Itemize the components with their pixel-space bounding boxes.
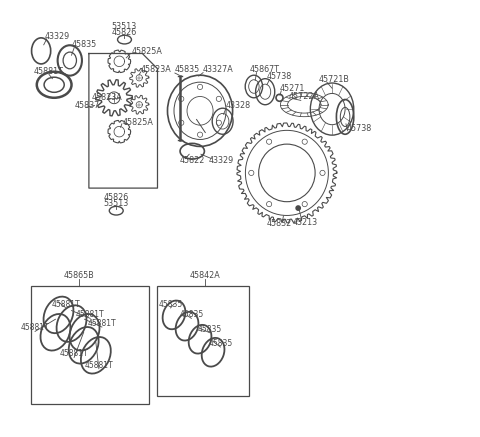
Text: 45721B: 45721B <box>318 75 349 84</box>
Text: 53513: 53513 <box>112 22 137 31</box>
Text: 45825A: 45825A <box>132 47 162 56</box>
Text: 43327A: 43327A <box>203 66 234 74</box>
Text: 45832: 45832 <box>266 219 292 228</box>
Text: 45881T: 45881T <box>34 67 64 76</box>
Text: 45837: 45837 <box>74 101 99 110</box>
Text: 45738: 45738 <box>347 124 372 133</box>
Text: 45842A: 45842A <box>190 271 221 280</box>
Text: 45822: 45822 <box>179 156 204 165</box>
Text: 45738: 45738 <box>267 73 292 81</box>
Text: 45881T: 45881T <box>51 299 80 309</box>
Text: 43329: 43329 <box>45 31 70 41</box>
Text: 45271: 45271 <box>280 84 305 93</box>
Text: 45835: 45835 <box>208 339 233 348</box>
Text: 45826: 45826 <box>104 193 129 202</box>
Text: 43329: 43329 <box>209 156 234 165</box>
Bar <box>157 286 249 395</box>
Text: 45722A: 45722A <box>288 91 320 101</box>
Text: 45881T: 45881T <box>60 350 88 358</box>
Text: 45881T: 45881T <box>76 310 105 319</box>
Bar <box>31 286 149 404</box>
Text: 45835: 45835 <box>179 310 204 319</box>
Circle shape <box>296 206 300 210</box>
Text: 45835: 45835 <box>72 40 97 49</box>
Text: 45835: 45835 <box>175 66 200 74</box>
Text: 43328: 43328 <box>226 101 251 110</box>
Text: 45825A: 45825A <box>123 118 154 127</box>
Text: 45865B: 45865B <box>64 271 95 280</box>
Text: 45826: 45826 <box>112 28 137 37</box>
Text: 45823A: 45823A <box>141 66 172 74</box>
Text: 45823A: 45823A <box>92 93 122 102</box>
Text: 45881T: 45881T <box>21 323 49 333</box>
Text: 43213: 43213 <box>293 218 318 227</box>
Text: 45835: 45835 <box>158 300 183 309</box>
Text: 45881T: 45881T <box>84 361 113 370</box>
Text: 45881T: 45881T <box>88 319 116 328</box>
Text: 53513: 53513 <box>104 199 129 208</box>
Text: 45867T: 45867T <box>250 66 279 74</box>
Text: 45835: 45835 <box>197 325 222 334</box>
